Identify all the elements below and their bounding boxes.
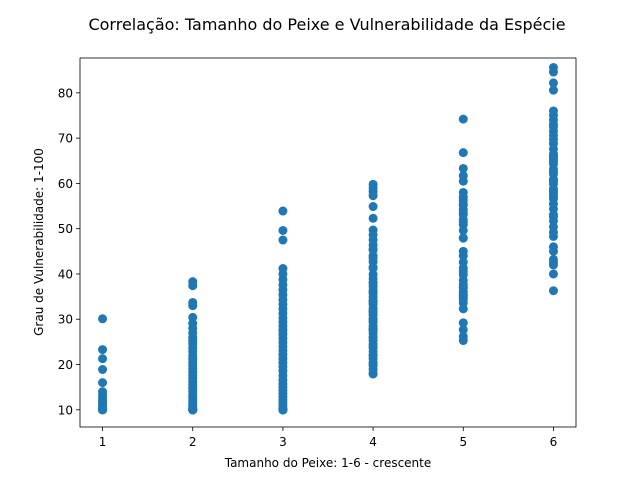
scatter-point — [458, 325, 468, 335]
scatter-point — [98, 378, 108, 388]
scatter-point — [98, 405, 108, 415]
scatter-point — [458, 304, 468, 314]
y-tick-label: 80 — [58, 86, 73, 100]
scatter-point — [368, 262, 378, 272]
scatter-point — [548, 286, 558, 296]
scatter-point — [458, 192, 468, 202]
scatter-point — [548, 231, 558, 241]
chart-title: Correlação: Tamanho do Peixe e Vulnerabi… — [88, 15, 565, 34]
scatter-point — [188, 301, 198, 311]
scatter-point — [458, 217, 468, 227]
plot-area-frame — [79, 57, 577, 428]
scatter-point — [548, 167, 558, 177]
scatter-point — [368, 191, 378, 201]
scatter-point — [368, 350, 378, 360]
data-points — [98, 63, 558, 415]
scatter-point — [368, 307, 378, 317]
scatter-point — [278, 235, 288, 245]
y-tick-label: 30 — [58, 313, 73, 327]
scatter-point — [278, 206, 288, 216]
scatter-point — [458, 226, 468, 236]
x-axis: 1 2 3 4 5 6 — [99, 427, 558, 449]
scatter-point — [278, 405, 288, 415]
y-tick-label: 10 — [58, 403, 73, 417]
scatter-point — [368, 287, 378, 297]
scatter-point — [548, 242, 558, 252]
scatter-point — [458, 267, 468, 277]
scatter-point — [458, 251, 468, 261]
y-tick-label: 20 — [58, 358, 73, 372]
y-tick-label: 40 — [58, 267, 73, 281]
scatter-point — [98, 364, 108, 374]
scatter-point — [548, 120, 558, 130]
y-tick-label: 70 — [58, 132, 73, 146]
scatter-point — [458, 336, 468, 346]
scatter-point — [458, 176, 468, 186]
x-axis-label: Tamanho do Peixe: 1-6 - crescente — [224, 456, 432, 470]
scatter-point — [188, 405, 198, 415]
scatter-point — [368, 317, 378, 327]
scatter-point — [368, 278, 378, 288]
x-tick-label: 1 — [99, 435, 107, 449]
scatter-point — [368, 332, 378, 342]
x-tick-label: 6 — [550, 435, 558, 449]
scatter-point — [548, 78, 558, 88]
scatter-point — [458, 199, 468, 209]
scatter-point — [368, 341, 378, 351]
scatter-point — [548, 67, 558, 77]
scatter-point — [368, 244, 378, 254]
y-tick-label: 50 — [58, 222, 73, 236]
scatter-point — [548, 152, 558, 162]
scatter-point — [548, 192, 558, 202]
scatter-point — [368, 360, 378, 370]
x-tick-label: 3 — [279, 435, 287, 449]
scatter-point — [278, 226, 288, 236]
scatter-point — [548, 134, 558, 144]
scatter-point — [458, 318, 468, 328]
scatter-point — [458, 148, 468, 158]
scatter-point — [458, 208, 468, 218]
y-tick-label: 60 — [58, 177, 73, 191]
scatter-point — [368, 213, 378, 223]
scatter-point — [548, 269, 558, 279]
scatter-point — [368, 298, 378, 308]
scatter-point — [458, 114, 468, 124]
scatter-point — [368, 202, 378, 212]
scatter-point — [458, 233, 468, 243]
scatter-point — [98, 345, 108, 355]
scatter-point — [458, 283, 468, 293]
scatter-point — [548, 212, 558, 222]
x-tick-label: 4 — [369, 435, 377, 449]
scatter-point — [548, 176, 558, 186]
y-axis-label: Grau de Vulnerabilidade: 1-100 — [32, 148, 46, 336]
x-tick-label: 5 — [459, 435, 467, 449]
scatter-point — [548, 260, 558, 270]
scatter-point — [458, 289, 468, 299]
x-tick-label: 2 — [189, 435, 197, 449]
scatter-point — [548, 85, 558, 95]
scatter-point — [368, 253, 378, 263]
scatter-point — [98, 314, 108, 324]
scatter-point — [368, 326, 378, 336]
scatter-point — [98, 354, 108, 364]
scatter-point — [458, 163, 468, 173]
scatter-point — [188, 281, 198, 291]
scatter-point — [368, 369, 378, 379]
y-axis: 10 20 30 40 50 60 70 80 — [58, 86, 80, 417]
